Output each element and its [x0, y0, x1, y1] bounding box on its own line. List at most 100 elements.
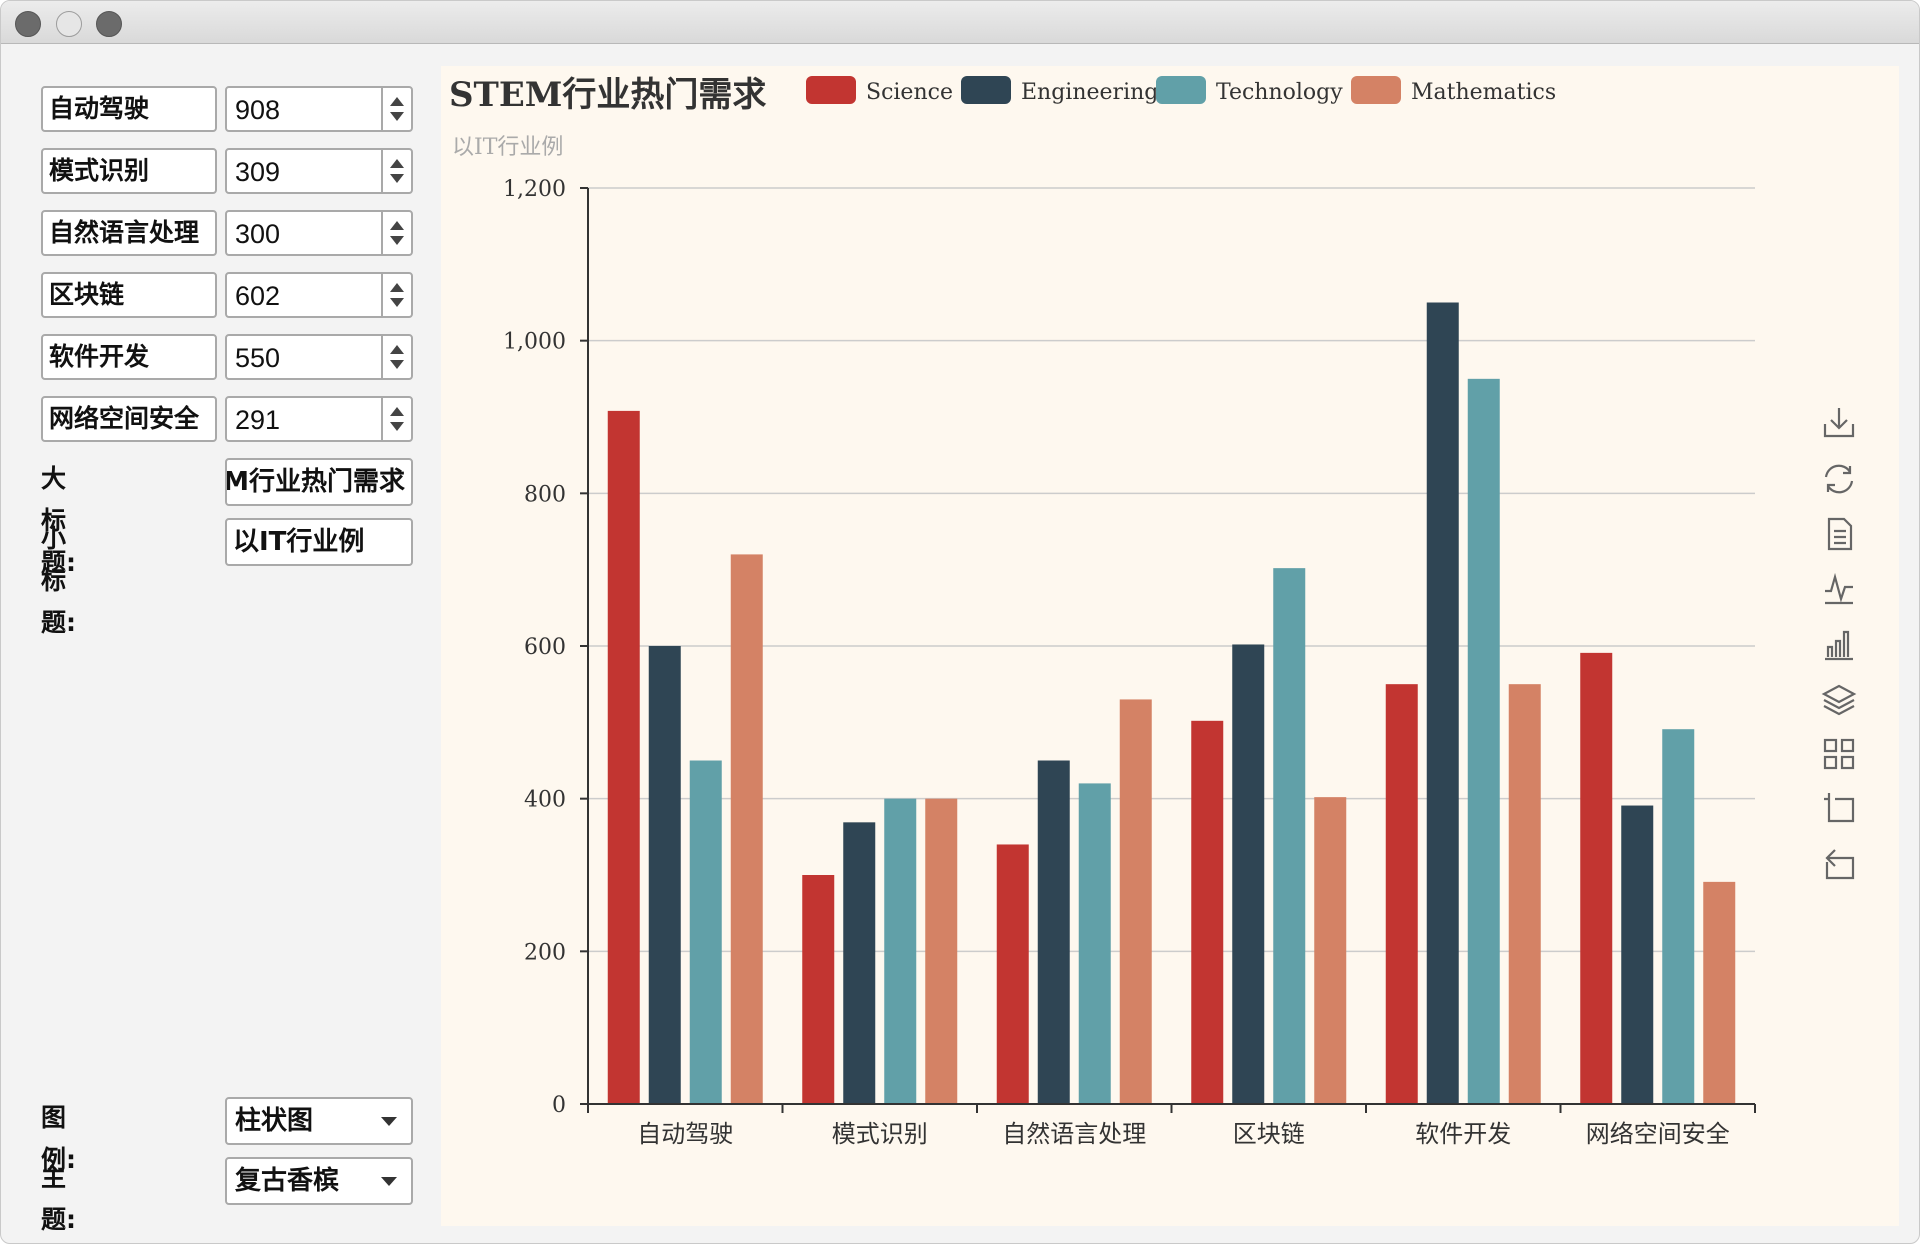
spin-down-icon[interactable]: [390, 360, 404, 369]
bar: [1508, 684, 1541, 1104]
bar-chart-icon[interactable]: [1825, 630, 1853, 661]
zoom-reset-icon[interactable]: [1825, 849, 1855, 880]
zoom-icon[interactable]: [1824, 793, 1855, 823]
legend-item: Mathematics: [1351, 76, 1556, 105]
bar: [884, 798, 917, 1104]
chevron-down-icon: [381, 1177, 397, 1186]
legend-swatch: [806, 76, 856, 104]
y-tick-label: 200: [524, 940, 566, 965]
spin-down-icon[interactable]: [390, 174, 404, 183]
legend-swatch: [1156, 76, 1206, 104]
category-name-field[interactable]: 自然语言处理: [41, 210, 217, 256]
bar: [1580, 652, 1613, 1104]
line-chart-icon[interactable]: [1825, 572, 1853, 605]
spin-up-icon[interactable]: [390, 345, 404, 354]
bar: [607, 410, 640, 1105]
bars: [607, 302, 1736, 1105]
spin-down-icon[interactable]: [390, 298, 404, 307]
bar: [730, 554, 763, 1104]
chart-type-select[interactable]: 柱状图: [225, 1097, 413, 1145]
y-tick-label: 400: [524, 788, 566, 813]
spin-up-icon[interactable]: [390, 97, 404, 106]
stack-icon[interactable]: [1821, 684, 1857, 716]
bar: [925, 798, 958, 1104]
category-name-field[interactable]: 模式识别: [41, 148, 217, 194]
value-text: 908: [235, 95, 281, 125]
bar: [1621, 805, 1654, 1104]
bar: [1232, 644, 1265, 1104]
download-icon[interactable]: [1823, 408, 1855, 438]
spin-up-icon[interactable]: [390, 221, 404, 230]
subtitle-input[interactable]: 以IT行业例: [225, 518, 413, 566]
tiled-icon[interactable]: [1823, 738, 1855, 770]
bar: [996, 844, 1029, 1104]
title-input-text: STEM行业热门需求: [225, 467, 405, 497]
category-name-field[interactable]: 自动驾驶: [41, 86, 217, 132]
value-spinbox[interactable]: 550: [225, 334, 413, 380]
minimize-button[interactable]: [56, 11, 82, 37]
spin-down-icon[interactable]: [390, 236, 404, 245]
bar: [1037, 760, 1070, 1104]
gridlines: [588, 187, 1755, 953]
x-tick-label: 网络空间安全: [1586, 1120, 1730, 1148]
y-axis: 0 200 400 600 800 1,000 1,200: [503, 177, 589, 1118]
category-name-field[interactable]: 区块链: [41, 272, 217, 318]
legend-label: Engineering: [1021, 80, 1158, 105]
theme-value: 复古香槟: [235, 1166, 340, 1196]
spin-arrows: [381, 212, 411, 254]
x-tick-label: 自然语言处理: [1002, 1120, 1146, 1148]
spin-down-icon[interactable]: [390, 112, 404, 121]
value-spinbox[interactable]: 908: [225, 86, 413, 132]
legend-label: Science: [866, 80, 953, 105]
value-spinbox[interactable]: 309: [225, 148, 413, 194]
value-spinbox[interactable]: 291: [225, 396, 413, 442]
chart-area: STEM行业热门需求 以IT行业例 Science Engineering Tech…: [441, 66, 1899, 1226]
theme-select[interactable]: 复古香槟: [225, 1157, 413, 1205]
y-tick-label: 1,000: [503, 330, 566, 355]
close-button[interactable]: [15, 11, 41, 37]
legend-label: 图例:: [41, 1103, 76, 1174]
bar: [843, 822, 876, 1104]
y-tick-label: 800: [524, 482, 566, 507]
x-tick-label: 模式识别: [832, 1120, 928, 1148]
title-label: 大标题:: [41, 464, 76, 577]
value-text: 300: [235, 219, 281, 249]
x-tick-label: 区块链: [1233, 1120, 1305, 1148]
spin-up-icon[interactable]: [390, 283, 404, 292]
spin-arrows: [381, 398, 411, 440]
data-view-icon[interactable]: [1827, 517, 1853, 551]
chart-subtitle: 以IT行业例: [452, 135, 563, 160]
bar: [1467, 378, 1500, 1104]
legend-label: Mathematics: [1411, 80, 1556, 105]
maximize-button[interactable]: [96, 11, 122, 37]
spin-up-icon[interactable]: [390, 407, 404, 416]
value-text: 602: [235, 281, 281, 311]
y-tick-label: 600: [524, 635, 566, 660]
bar: [648, 646, 681, 1104]
toolbox: [1821, 408, 1857, 880]
bar: [1191, 720, 1224, 1104]
x-tick-label: 软件开发: [1415, 1120, 1511, 1148]
bar: [1385, 684, 1418, 1104]
legend-swatch: [1351, 76, 1401, 104]
bar: [1314, 797, 1347, 1104]
subtitle-label: 小标题:: [41, 524, 76, 637]
legend-item: Technology: [1156, 76, 1343, 105]
x-axis: 自动驾驶 模式识别 自然语言处理 区块链 软件开发 网络空间安全: [587, 1103, 1756, 1148]
chart-type-value: 柱状图: [235, 1106, 314, 1136]
title-input[interactable]: STEM行业热门需求: [225, 458, 413, 506]
bar: [1119, 699, 1152, 1104]
value-text: 291: [235, 405, 281, 435]
bar: [1703, 881, 1736, 1104]
spin-arrows: [381, 336, 411, 378]
spin-down-icon[interactable]: [390, 422, 404, 431]
category-name-field[interactable]: 网络空间安全: [41, 396, 217, 442]
spin-up-icon[interactable]: [390, 159, 404, 168]
legend: Science Engineering Technology Mathematics: [806, 76, 1556, 105]
refresh-icon[interactable]: [1824, 464, 1854, 494]
spin-arrows: [381, 274, 411, 316]
category-name-field[interactable]: 软件开发: [41, 334, 217, 380]
value-spinbox[interactable]: 602: [225, 272, 413, 318]
value-spinbox[interactable]: 300: [225, 210, 413, 256]
